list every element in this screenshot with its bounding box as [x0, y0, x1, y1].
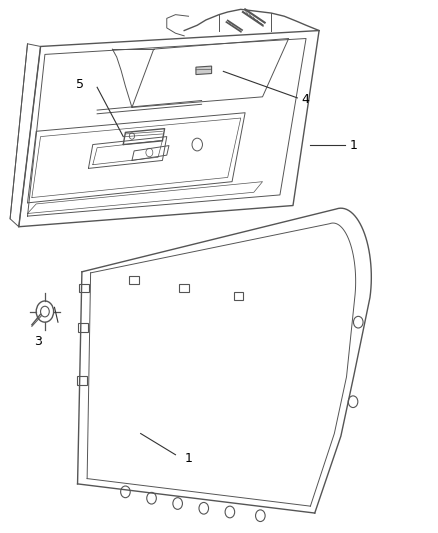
Text: 1: 1 — [184, 452, 192, 465]
Text: 4: 4 — [302, 93, 310, 106]
Text: 5: 5 — [76, 78, 84, 91]
Polygon shape — [196, 66, 212, 75]
Text: 1: 1 — [350, 139, 357, 152]
Text: 3: 3 — [35, 335, 42, 348]
